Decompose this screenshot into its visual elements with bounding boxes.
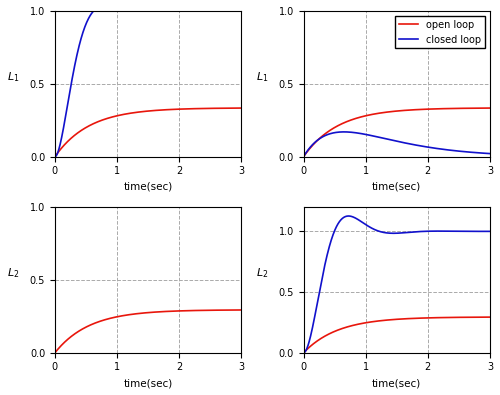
closed loop [103, 3, 109, 8]
open loop [140, 310, 146, 315]
closed loop [402, 141, 408, 145]
closed loop [483, 151, 489, 156]
Y-axis label: $L_1$: $L_1$ [7, 70, 20, 84]
X-axis label: time(sec): time(sec) [372, 378, 422, 388]
closed loop [483, 229, 489, 234]
closed loop [164, 9, 170, 13]
open loop [238, 308, 244, 312]
open loop [402, 108, 407, 113]
closed loop [52, 154, 58, 159]
Line: open loop: open loop [304, 108, 490, 157]
Line: closed loop: closed loop [55, 6, 242, 157]
Line: open loop: open loop [55, 108, 242, 157]
Y-axis label: $L_2$: $L_2$ [7, 266, 20, 280]
open loop [52, 350, 58, 355]
open loop [412, 107, 418, 112]
closed loop [487, 229, 493, 234]
open loop [205, 106, 211, 111]
Line: open loop: open loop [304, 317, 490, 353]
closed loop [341, 130, 347, 134]
Y-axis label: $L_1$: $L_1$ [256, 70, 268, 84]
closed loop [346, 214, 352, 218]
closed loop [454, 149, 460, 153]
closed loop [234, 9, 240, 13]
closed loop [390, 231, 396, 236]
open loop [234, 106, 240, 111]
closed loop [390, 231, 396, 236]
open loop [412, 316, 418, 321]
open loop [52, 154, 58, 159]
closed loop [153, 9, 159, 13]
closed loop [390, 138, 396, 143]
open loop [454, 315, 460, 320]
open loop [163, 107, 169, 112]
open loop [389, 109, 395, 114]
closed loop [142, 9, 148, 13]
open loop [205, 308, 211, 313]
closed loop [300, 154, 306, 159]
closed loop [141, 9, 147, 13]
closed loop [412, 229, 418, 234]
closed loop [205, 9, 211, 13]
open loop [142, 310, 148, 315]
open loop [140, 109, 146, 114]
open loop [163, 309, 169, 314]
closed loop [300, 350, 306, 355]
open loop [153, 108, 159, 113]
open loop [238, 106, 244, 111]
closed loop [238, 9, 244, 13]
closed loop [454, 229, 460, 233]
Line: closed loop: closed loop [304, 216, 490, 353]
open loop [142, 109, 148, 114]
X-axis label: time(sec): time(sec) [124, 378, 173, 388]
open loop [390, 109, 396, 114]
open loop [153, 310, 159, 314]
open loop [482, 106, 488, 111]
open loop [487, 106, 493, 111]
open loop [234, 308, 240, 312]
Legend: open loop, closed loop: open loop, closed loop [395, 16, 485, 49]
closed loop [402, 230, 408, 235]
X-axis label: time(sec): time(sec) [372, 182, 422, 192]
closed loop [412, 143, 418, 147]
open loop [482, 315, 488, 320]
open loop [300, 154, 306, 159]
open loop [454, 106, 460, 111]
open loop [389, 317, 395, 322]
open loop [390, 317, 396, 322]
closed loop [390, 138, 396, 143]
open loop [487, 315, 493, 320]
open loop [402, 316, 407, 321]
Line: closed loop: closed loop [304, 132, 490, 157]
X-axis label: time(sec): time(sec) [124, 182, 173, 192]
Y-axis label: $L_2$: $L_2$ [256, 266, 268, 280]
Line: open loop: open loop [55, 310, 242, 353]
closed loop [487, 151, 493, 156]
open loop [300, 350, 306, 355]
